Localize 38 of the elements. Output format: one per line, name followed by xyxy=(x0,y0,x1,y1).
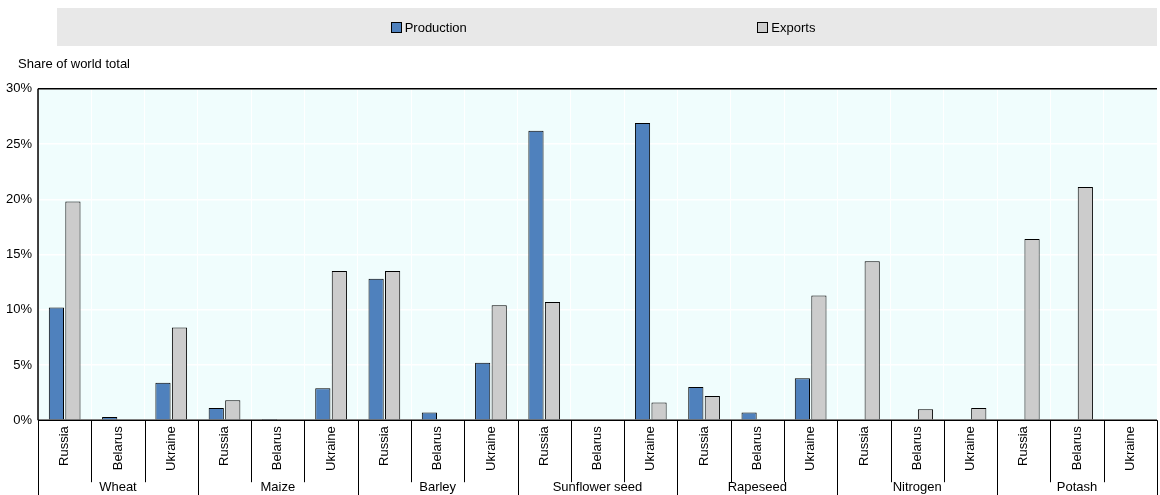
x-tick-label: Belarus xyxy=(748,425,764,471)
y-tick-label: 20% xyxy=(5,190,33,206)
x-tick-label: Ukraine xyxy=(1121,426,1137,471)
y-tick-label: 10% xyxy=(5,301,33,317)
x-tick-label: Russia xyxy=(56,425,72,466)
x-tick-label: Belarus xyxy=(109,425,125,471)
y-tick-label: 15% xyxy=(5,246,33,262)
legend-label: Exports xyxy=(771,19,816,35)
text: Barley xyxy=(419,479,457,495)
text: Maize xyxy=(260,479,296,495)
x-tick-label: Belarus xyxy=(589,425,605,471)
text: Wheat xyxy=(99,479,138,495)
text: Sunflower seed xyxy=(552,479,643,495)
x-tick-label: Ukraine xyxy=(962,426,978,471)
x-tick-label: Belarus xyxy=(1068,425,1084,471)
x-tick-label: Russia xyxy=(535,425,551,466)
x-tick-label: Belarus xyxy=(269,425,285,471)
x-tick-label: Ukraine xyxy=(482,426,498,471)
x-tick-label: Belarus xyxy=(908,425,924,471)
x-tick-label: Ukraine xyxy=(322,426,338,471)
x-tick-label: Russia xyxy=(216,425,232,466)
text: Potash xyxy=(1056,479,1098,495)
x-tick-label: Ukraine xyxy=(802,426,818,471)
y-axis-title: Share of world total xyxy=(18,56,131,71)
x-tick-label: Ukraine xyxy=(642,426,658,471)
y-tick-label: 30% xyxy=(5,80,33,96)
x-tick-label: Russia xyxy=(375,425,391,466)
x-tick-label: Ukraine xyxy=(162,426,178,471)
x-tick-label: Russia xyxy=(1015,425,1031,466)
x-tick-label: Russia xyxy=(695,425,711,466)
y-tick-label: 0% xyxy=(13,411,33,427)
y-tick-label: 25% xyxy=(5,135,33,151)
text: Nitrogen xyxy=(892,479,942,495)
legend-label: Production xyxy=(404,19,467,35)
x-tick-label: Belarus xyxy=(429,425,445,471)
text: Rapeseed xyxy=(727,479,787,495)
x-tick-label: Russia xyxy=(855,425,871,466)
y-tick-label: 5% xyxy=(13,356,33,372)
